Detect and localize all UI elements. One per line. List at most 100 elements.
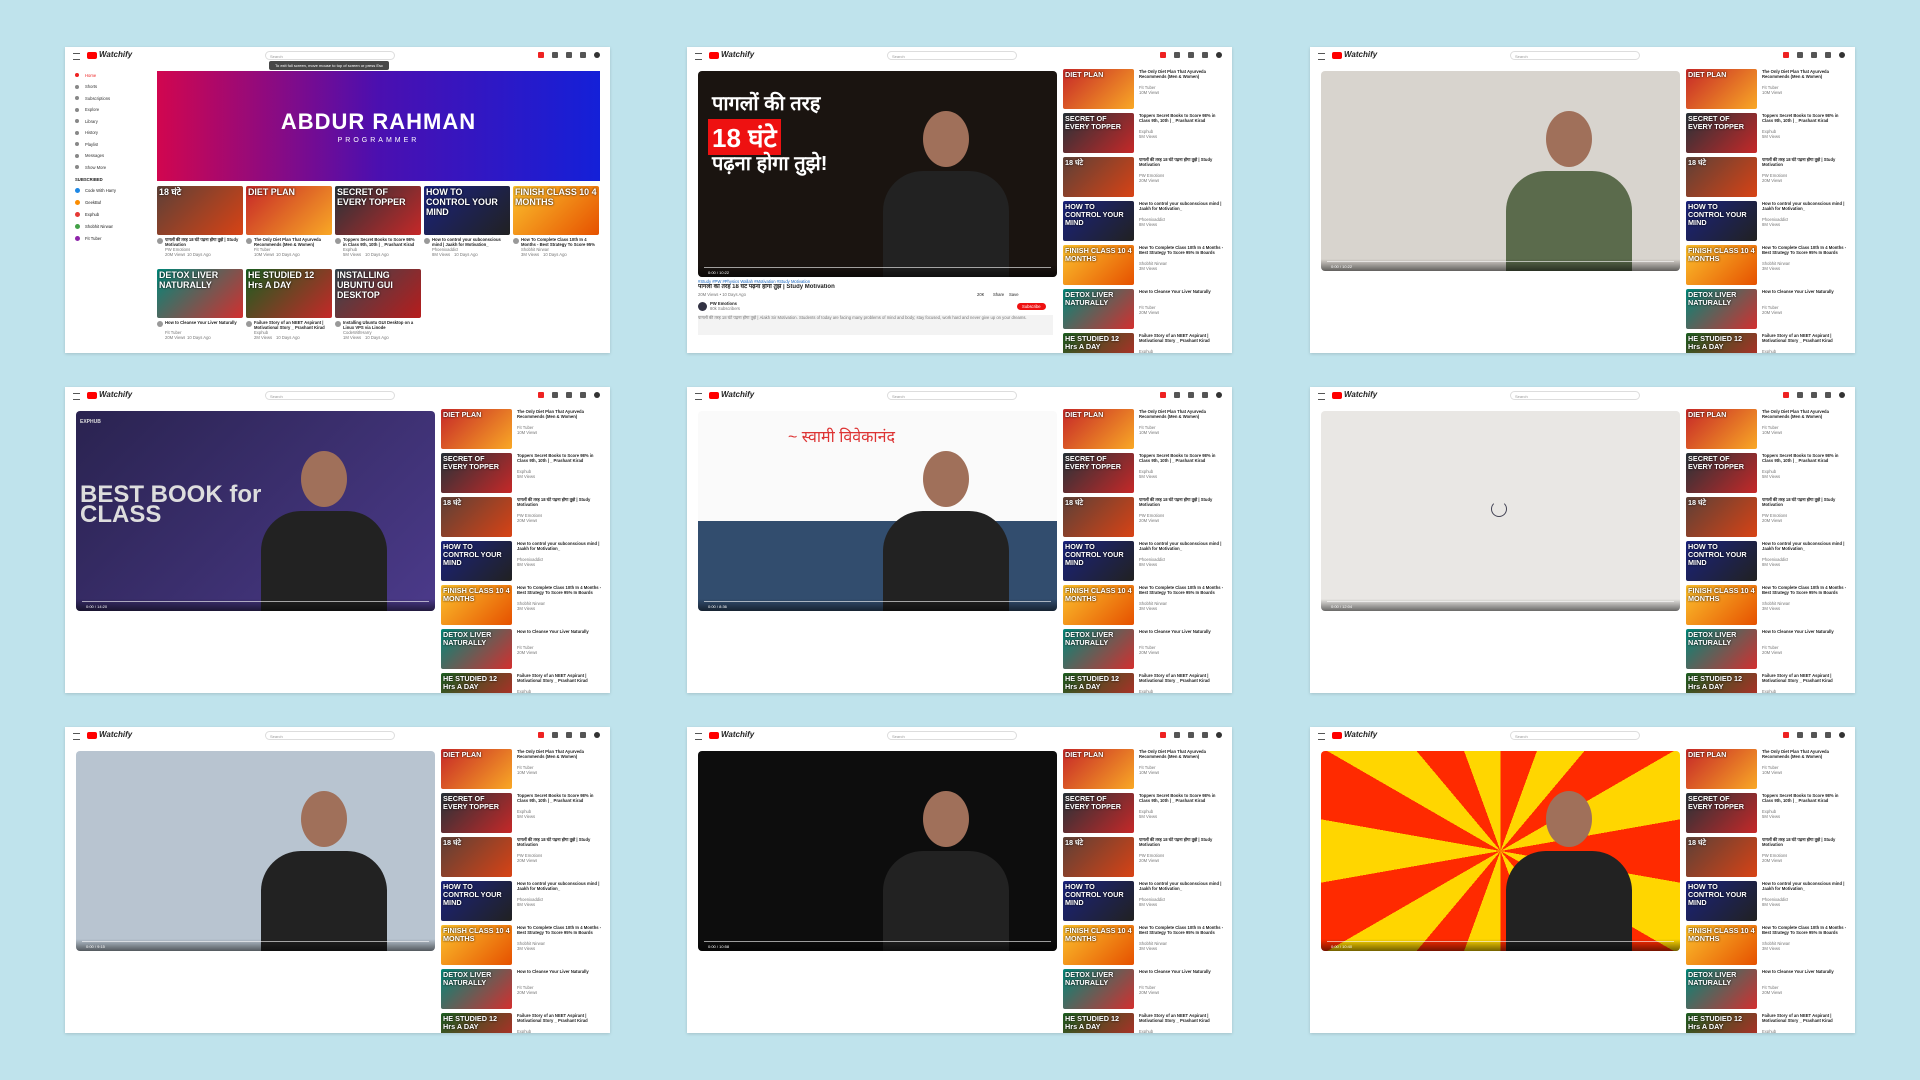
recommended-channel[interactable]: Fit Tuber [1762,85,1779,90]
logo-icon[interactable] [709,732,719,739]
video-title[interactable]: Installing Ubuntu GUI Desktop on a Linux… [343,320,414,330]
recommended-title[interactable]: पागलों की तरह 18 घंटे पढ़ना होगा तुझे | … [1139,837,1213,847]
menu-button[interactable] [1318,393,1325,400]
thumbnail[interactable]: 18 घंटे [1686,837,1757,877]
app-name[interactable]: Watchify [1344,730,1378,739]
recommended-channel[interactable]: PW Emotions [1139,173,1165,178]
recommended-title[interactable]: How to control your subconscious mind | … [1762,541,1845,551]
menu-button[interactable] [695,53,702,60]
header-icon[interactable] [1202,52,1208,58]
recommended-channel[interactable]: Exphub [1139,129,1154,134]
recommended-channel[interactable]: Exphub [1762,689,1777,693]
recommended-channel[interactable]: Fit Tuber [517,425,534,430]
search-box[interactable]: Search [265,51,395,60]
recommended-title[interactable]: How To Complete Class 10th In 4 Months -… [517,925,602,935]
recommended-channel[interactable]: Fit Tuber [1139,85,1156,90]
recommended-title[interactable]: The Only Diet Plan That Ayurveda Recomme… [517,749,584,759]
channel-item[interactable]: GeekBuf [85,200,102,205]
recommended-title[interactable]: The Only Diet Plan That Ayurveda Recomme… [1139,749,1206,759]
recommended-channel[interactable]: Exphub [517,1029,532,1033]
video-title[interactable]: How to control your subconscious mind | … [432,237,501,247]
sidebar-item[interactable]: Playlist [85,141,99,147]
recommended-channel[interactable]: Shobhit Nirwan [1139,601,1168,606]
header-icon[interactable] [1160,52,1166,58]
video-player[interactable]: 0:00 / 10:22 [1321,71,1680,271]
recommended-channel[interactable]: PW Emotions [1139,853,1165,858]
recommended-channel[interactable]: Fit Tuber [1139,985,1156,990]
thumbnail[interactable]: DETOX LIVER NATURALLY [1063,629,1134,669]
header-icon[interactable] [1188,52,1194,58]
header-icon[interactable] [1216,52,1222,58]
header-icon[interactable] [1188,732,1194,738]
recommended-channel[interactable]: Exphub [1139,809,1154,814]
header-icon[interactable] [1174,732,1180,738]
thumbnail[interactable]: DETOX LIVER NATURALLY [441,629,512,669]
header-icon[interactable] [1825,732,1831,738]
subscribe-button[interactable]: Subscribe [1017,303,1046,310]
recommended-title[interactable]: How to control your subconscious mind | … [1139,201,1222,211]
recommended-channel[interactable]: Shobhit Nirwan [517,601,546,606]
video-channel[interactable]: CodeWithHarry [343,330,372,335]
recommended-channel[interactable]: Shobhit Nirwan [1762,941,1791,946]
thumbnail[interactable]: FINISH CLASS 10 4 MONTHS [1686,925,1757,965]
header-icon[interactable] [1160,732,1166,738]
recommended-title[interactable]: How to control your subconscious mind | … [1139,881,1222,891]
recommended-title[interactable]: How to Cleanse Your Liver Naturally [517,629,589,634]
thumbnail[interactable]: HE STUDIED 12 Hrs A DAY [1686,673,1757,693]
recommended-channel[interactable]: Fit Tuber [1139,765,1156,770]
thumbnail[interactable]: HOW TO CONTROL YOUR MIND [1686,881,1757,921]
recommended-channel[interactable]: Exphub [1762,469,1777,474]
header-icon[interactable] [1797,392,1803,398]
recommended-channel[interactable]: Exphub [1139,689,1154,693]
app-name[interactable]: Watchify [99,730,133,739]
menu-button[interactable] [695,733,702,740]
channel-avatar[interactable] [157,238,163,244]
search-box[interactable]: Search [887,391,1017,400]
thumbnail[interactable]: FINISH CLASS 10 4 MONTHS [1686,245,1757,285]
video-title[interactable]: The Only Diet Plan That Ayurveda Recomme… [254,237,321,247]
recommended-title[interactable]: Toppers Secret Books to Score 98% in Cla… [517,453,594,463]
sidebar-item[interactable]: Show More [85,164,107,170]
recommended-title[interactable]: Failure Story of an NEET Aspirant | Moti… [1139,1013,1210,1023]
recommended-title[interactable]: Toppers Secret Books to Score 98% in Cla… [1762,793,1839,803]
recommended-channel[interactable]: Fit Tuber [1762,765,1779,770]
app-name[interactable]: Watchify [1344,390,1378,399]
channel-avatar[interactable] [75,200,80,205]
thumbnail[interactable]: FINISH CLASS 10 4 MONTHS [441,925,512,965]
progress-bar[interactable] [82,941,429,942]
thumbnail[interactable]: INSTALLING UBUNTU GUI DESKTOP [335,269,421,318]
recommended-title[interactable]: The Only Diet Plan That Ayurveda Recomme… [1762,69,1829,79]
thumbnail[interactable]: HE STUDIED 12 Hrs A DAY [441,673,512,693]
header-icon[interactable] [580,732,586,738]
video-player[interactable]: 0:00 / 10:40 [1321,751,1680,951]
logo-icon[interactable] [1332,52,1342,59]
logo-icon[interactable] [1332,392,1342,399]
recommended-channel[interactable]: Phoenixaddict [1139,557,1166,562]
search-box[interactable]: Search [265,731,395,740]
thumbnail[interactable]: DETOX LIVER NATURALLY [441,969,512,1009]
recommended-channel[interactable]: PW Emotions [1139,513,1165,518]
channel-avatar[interactable] [246,238,252,244]
header-icon[interactable] [1202,732,1208,738]
header-icon[interactable] [566,732,572,738]
app-name[interactable]: Watchify [721,50,755,59]
thumbnail[interactable]: HOW TO CONTROL YOUR MIND [424,186,510,235]
recommended-title[interactable]: पागलों की तरह 18 घंटे पढ़ना होगा तुझे | … [1762,837,1836,847]
header-icon[interactable] [1783,392,1789,398]
sidebar-item[interactable]: Explore [85,107,100,112]
search-box[interactable]: Search [265,391,395,400]
header-icon[interactable] [1202,392,1208,398]
recommended-title[interactable]: How To Complete Class 10th In 4 Months -… [1139,245,1224,255]
channel-avatar[interactable] [424,238,430,244]
thumbnail[interactable]: FINISH CLASS 10 4 MONTHS [441,585,512,625]
thumbnail[interactable]: HE STUDIED 12 Hrs A DAY [1686,1013,1757,1033]
thumbnail[interactable]: SECRET OF EVERY TOPPER [335,186,421,235]
channel-avatar[interactable] [75,224,80,229]
channel-avatar[interactable] [335,321,341,327]
recommended-title[interactable]: Failure Story of an NEET Aspirant | Moti… [517,1013,588,1023]
header-icon[interactable] [1811,52,1817,58]
header-icon[interactable] [1839,732,1845,738]
progress-bar[interactable] [704,941,1051,942]
thumbnail[interactable]: 18 घंटे [1686,157,1757,197]
channel-item[interactable]: Shobhit Nirwan [85,224,114,229]
